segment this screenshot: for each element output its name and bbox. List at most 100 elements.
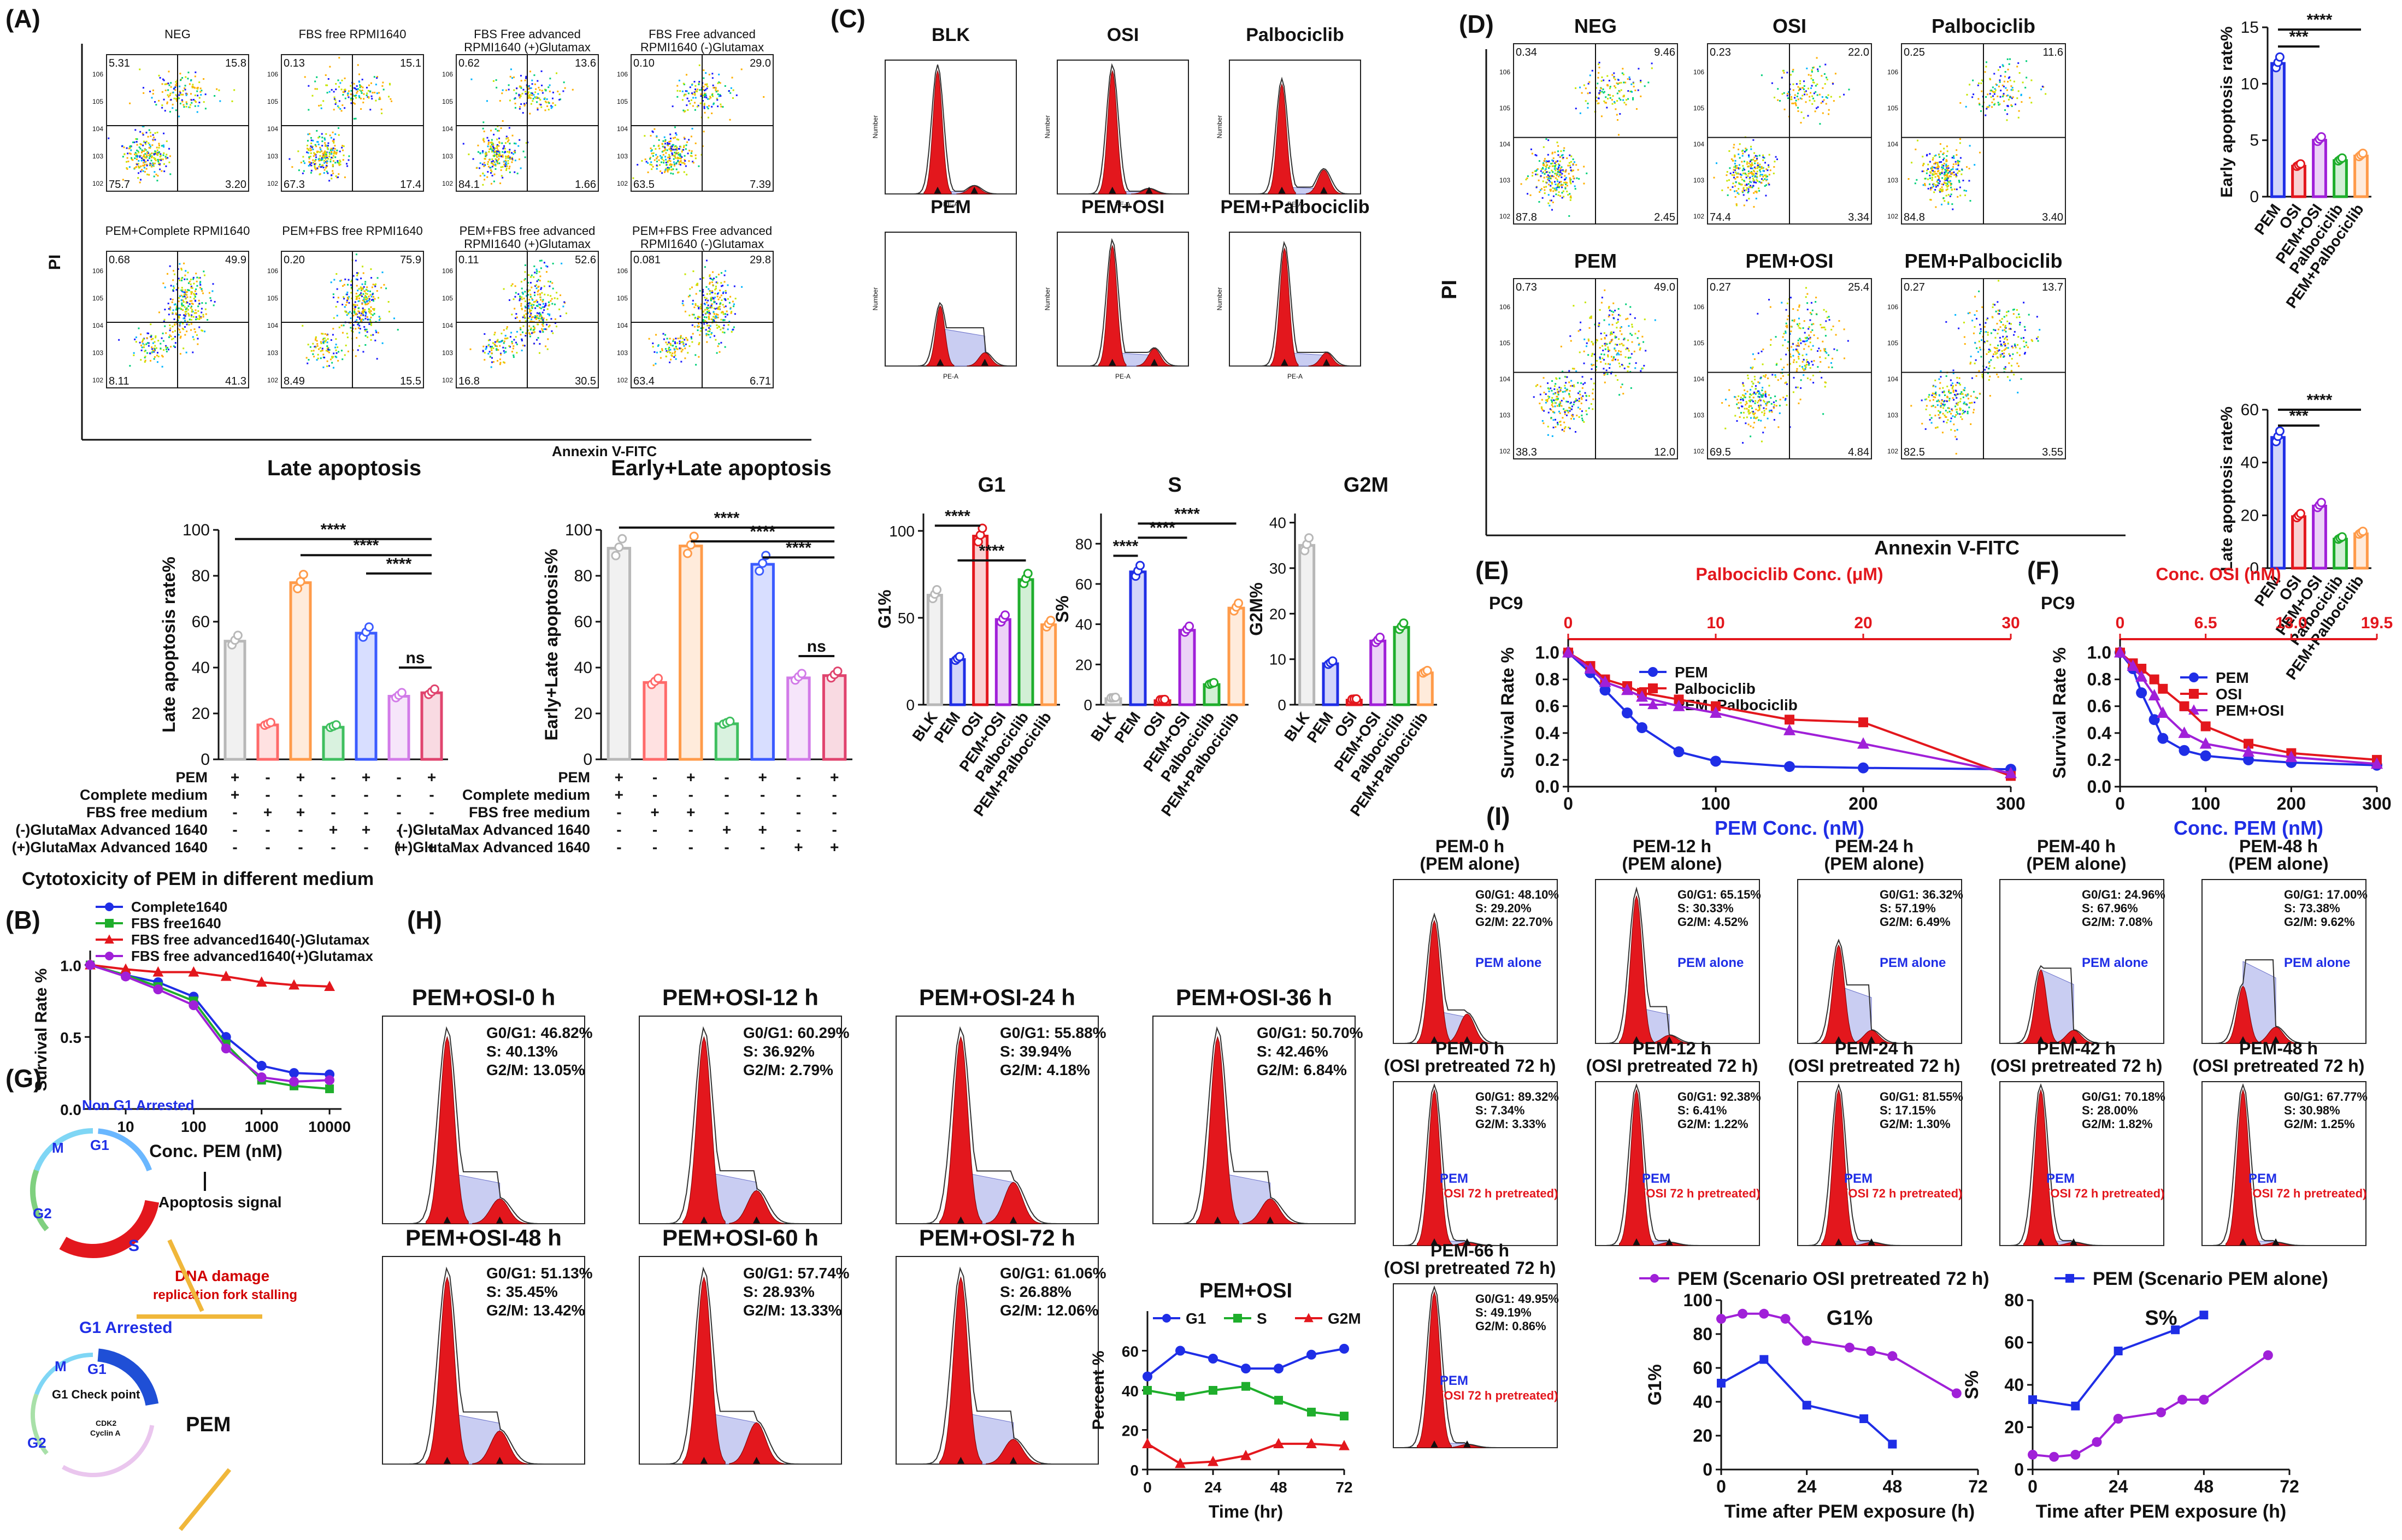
- event-dot: [703, 93, 705, 96]
- event-dot: [156, 153, 158, 155]
- event-dot: [331, 88, 333, 91]
- event-dot: [139, 68, 141, 70]
- event-dot: [1956, 149, 1958, 151]
- event-dot: [1797, 86, 1799, 88]
- event-dot: [173, 97, 175, 99]
- replicate-point: [1135, 560, 1145, 570]
- data-point: [324, 981, 335, 992]
- event-dot: [1756, 175, 1758, 178]
- event-dot: [510, 285, 513, 287]
- event-dot: [712, 319, 714, 321]
- event-dot: [1945, 194, 1947, 197]
- event-dot: [562, 90, 564, 92]
- event-dot: [521, 287, 523, 290]
- event-dot: [309, 147, 311, 149]
- event-dot: [168, 84, 170, 86]
- event-dot: [342, 149, 344, 151]
- event-dot: [1544, 169, 1546, 172]
- bar: [420, 691, 443, 761]
- event-dot: [325, 167, 327, 169]
- event-dot: [1581, 92, 1583, 94]
- event-dot: [1550, 188, 1552, 191]
- event-dot: [154, 101, 156, 103]
- event-dot: [367, 290, 369, 292]
- event-dot: [329, 158, 332, 161]
- event-dot: [172, 107, 174, 109]
- event-dot: [713, 298, 715, 300]
- event-dot: [154, 150, 156, 152]
- event-dot: [546, 318, 548, 321]
- event-dot: [180, 308, 182, 310]
- event-dot: [516, 173, 519, 175]
- event-dot: [159, 156, 161, 158]
- event-dot: [1935, 173, 1938, 175]
- event-dot: [669, 349, 672, 351]
- event-dot: [154, 132, 156, 134]
- event-dot: [333, 138, 335, 140]
- event-dot: [346, 291, 349, 293]
- event-dot: [518, 95, 520, 97]
- event-dot: [364, 290, 366, 292]
- event-dot: [510, 332, 513, 334]
- event-dot: [357, 323, 359, 326]
- event-dot: [1792, 102, 1794, 104]
- event-dot: [190, 79, 192, 81]
- event-dot: [1933, 174, 1935, 176]
- event-dot: [1750, 164, 1752, 166]
- event-dot: [1746, 149, 1748, 151]
- event-dot: [1745, 189, 1747, 191]
- event-dot: [326, 345, 328, 347]
- event-dot: [488, 158, 491, 161]
- event-dot: [503, 361, 505, 363]
- event-dot: [1597, 82, 1599, 85]
- event-dot: [313, 152, 315, 154]
- event-dot: [712, 84, 714, 86]
- event-dot: [513, 298, 515, 300]
- event-dot: [531, 274, 533, 276]
- event-dot: [1734, 166, 1736, 168]
- event-dot: [539, 280, 541, 282]
- event-dot: [139, 181, 141, 184]
- event-dot: [146, 332, 149, 334]
- event-dot: [686, 97, 688, 99]
- event-dot: [1939, 173, 1941, 175]
- event-dot: [1637, 89, 1639, 91]
- event-dot: [1616, 114, 1618, 116]
- event-dot: [354, 95, 356, 97]
- event-dot: [717, 93, 719, 96]
- event-dot: [315, 168, 317, 170]
- event-dot: [380, 287, 382, 289]
- event-dot: [360, 314, 362, 316]
- event-dot: [1527, 193, 1529, 195]
- event-dot: [539, 343, 541, 345]
- event-dot: [2010, 104, 2012, 106]
- event-dot: [1598, 93, 1600, 95]
- event-dot: [1968, 180, 1970, 182]
- event-dot: [514, 296, 516, 298]
- event-dot: [700, 93, 702, 96]
- event-dot: [374, 284, 376, 286]
- event-dot: [142, 150, 144, 152]
- event-dot: [184, 289, 186, 291]
- event-dot: [1558, 185, 1561, 187]
- event-dot: [537, 93, 539, 95]
- event-dot: [1751, 162, 1753, 164]
- event-dot: [504, 151, 506, 153]
- event-dot: [494, 128, 497, 130]
- condition-sign: -: [396, 804, 401, 821]
- event-dot: [1936, 162, 1938, 164]
- event-dot: [322, 366, 325, 368]
- event-dot: [1927, 163, 1929, 166]
- event-dot: [726, 314, 728, 316]
- event-dot: [325, 145, 327, 147]
- event-dot: [1638, 68, 1640, 70]
- event-dot: [694, 97, 697, 99]
- event-dot: [186, 294, 188, 296]
- event-dot: [494, 341, 496, 343]
- event-dot: [302, 172, 304, 174]
- event-dot: [185, 313, 187, 315]
- event-dot: [1622, 96, 1624, 98]
- event-dot: [348, 302, 350, 304]
- event-dot: [1572, 181, 1574, 183]
- event-dot: [551, 282, 554, 284]
